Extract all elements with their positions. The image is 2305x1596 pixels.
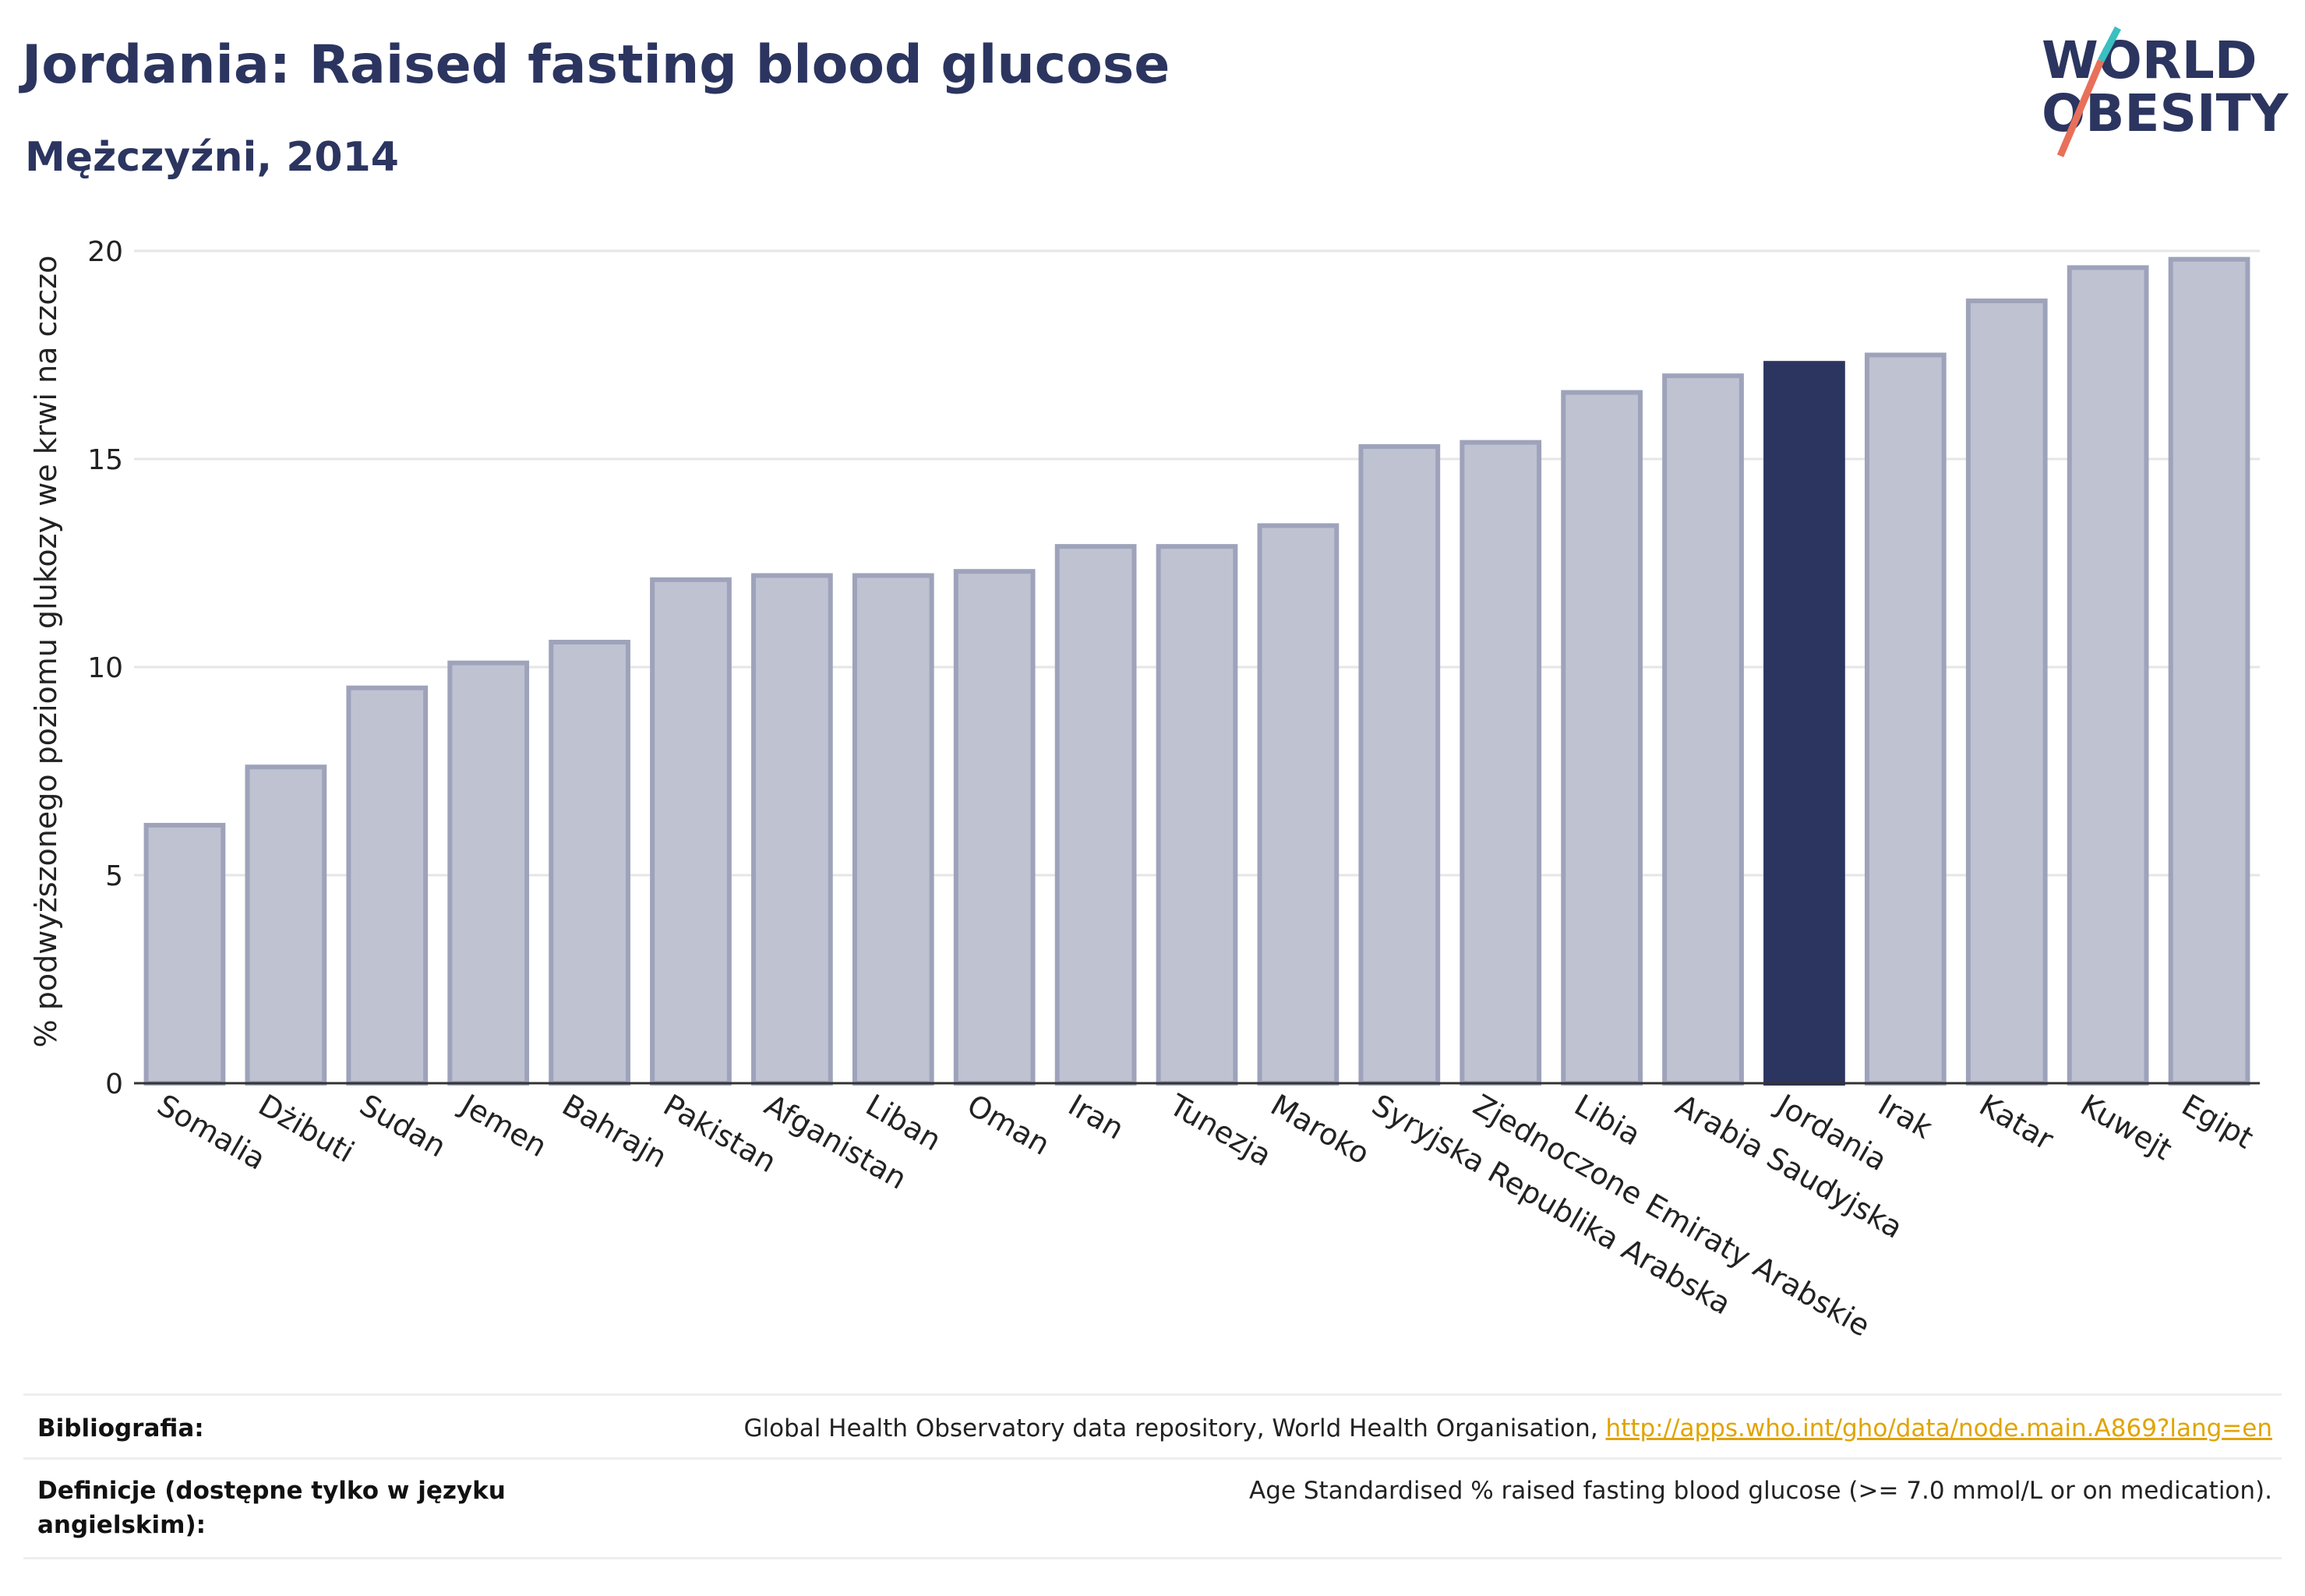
bar-tunezja [1156,544,1238,1086]
definitions-label-line2: angielskim): [37,1511,206,1539]
definitions-label-line1: Definicje (dostępne tylko w języku [37,1477,506,1505]
logo-line2: OBESITY [2042,83,2289,143]
bar-afganistan [751,573,833,1086]
x-tick-label: Sudan [354,1088,452,1164]
bar-maroko [1257,523,1340,1086]
bar-oman [953,569,1036,1086]
y-tick-labels: 0 5 10 15 20 [87,236,123,1100]
definitions-label: Definicje (dostępne tylko w języku angiel… [37,1474,506,1542]
x-tick-label: Kuwejt [2075,1088,2178,1167]
logo-slash-bottom [2056,59,2105,157]
bar-pakistan [650,577,732,1086]
y-axis-label: % podwyższonego poziomu glukozy we krwi … [29,256,63,1048]
y-tick-label: 5 [105,860,123,892]
x-tick-label: Maroko [1265,1088,1375,1171]
y-tick-label: 0 [105,1068,123,1100]
bar-arabia-saudyjska [1662,373,1744,1086]
footer-bottom-border [23,1557,2282,1559]
bibliography-label: Bibliografia: [37,1414,204,1442]
bibliography-text: Global Health Observatory data repositor… [743,1414,1606,1442]
bars [143,256,2250,1086]
bar-kuwejt [2067,265,2149,1086]
bar-zjednoczone-emiraty-arabskie [1460,440,1542,1086]
bar-libia [1561,390,1643,1086]
bar-liban [852,573,934,1086]
y-tick-label: 10 [87,652,123,684]
world-obesity-logo: WORLD OBESITY [2042,26,2289,157]
definitions-value: Age Standardised % raised fasting blood … [1249,1477,2272,1505]
x-tick-label: Iran [1063,1088,1130,1146]
bar-bahrajn [549,639,630,1086]
bar-jordania [1763,361,1845,1086]
y-tick-label: 20 [87,236,123,268]
bibliography-link[interactable]: http://apps.who.int/gho/data/node.main.A… [1605,1414,2272,1442]
x-tick-label: Pakistan [658,1088,782,1180]
bar-syryjska-republika-arabska [1358,443,1441,1086]
x-tick-label: Katar [1974,1088,2060,1157]
x-tick-label: Somalia [151,1088,271,1177]
x-tick-label: Jemen [454,1087,552,1164]
page-title: Jordania: Raised fasting blood glucose [22,34,1170,96]
footer-row-definitions: Definicje (dostępne tylko w języku angiel… [23,1457,2282,1559]
x-tick-label: Egipt [2176,1088,2260,1156]
footer: Bibliografia: Global Health Observatory … [23,1393,2282,1565]
logo-line1: WORLD [2042,30,2257,90]
bar-sudan [346,685,429,1086]
x-tick-label: Irak [1873,1088,1938,1146]
y-tick-label: 15 [87,444,123,476]
x-tick-label: Bahrajn [556,1088,672,1175]
bar-egipt [2168,256,2250,1086]
bar-irak [1864,352,1947,1086]
bar-somalia [143,822,226,1086]
page-subtitle: Mężczyźni, 2014 [25,134,399,181]
logo-slash-top [2098,26,2121,63]
bar-jemen [447,660,530,1086]
footer-row-bibliography: Bibliografia: Global Health Observatory … [23,1393,2282,1460]
bar-iran [1054,544,1137,1086]
x-tick-label: Tunezja [1163,1087,1278,1173]
bar-dżibuti [245,764,327,1086]
bibliography-value: Global Health Observatory data repositor… [743,1411,2272,1446]
bar-katar [1965,298,2048,1086]
x-tick-label: Oman [962,1088,1056,1162]
x-tick-label: Dżibuti [252,1088,360,1170]
